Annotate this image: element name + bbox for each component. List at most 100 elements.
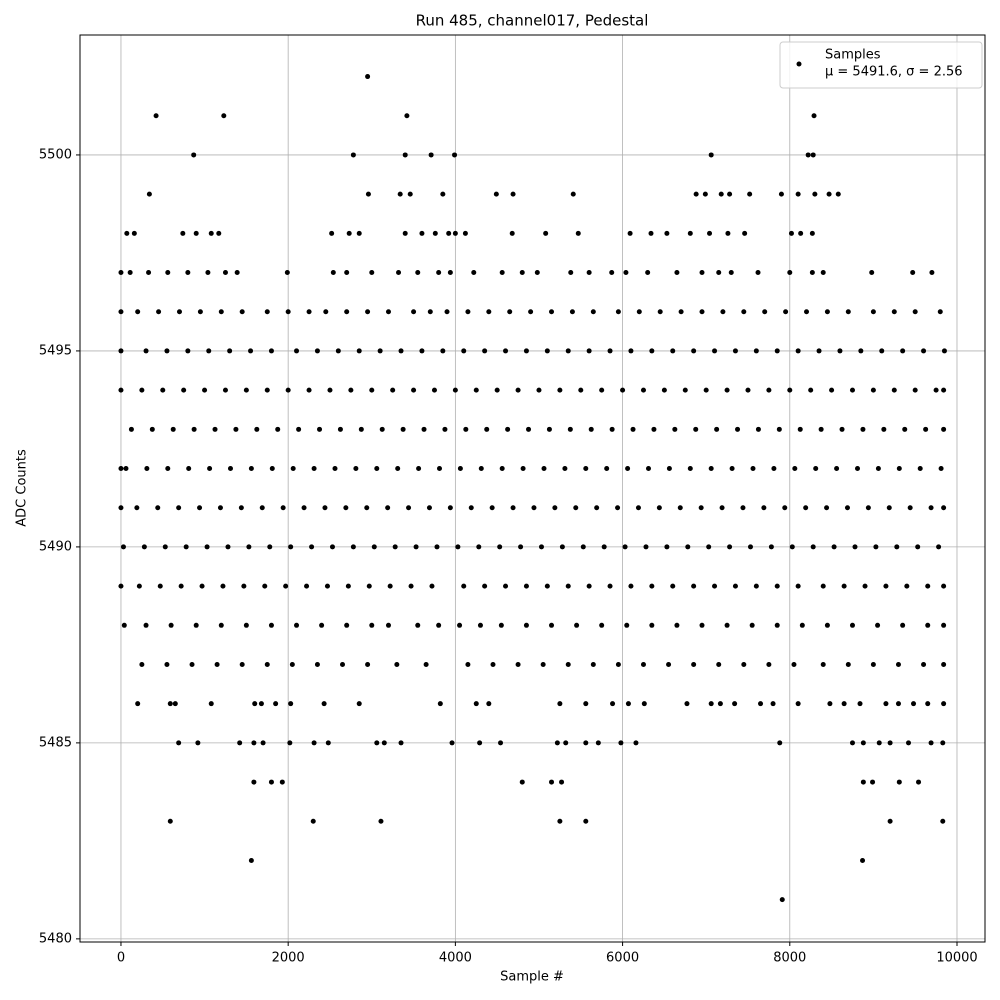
point — [289, 661, 295, 667]
point — [484, 426, 490, 432]
point — [698, 505, 704, 511]
point — [365, 74, 371, 80]
point — [703, 387, 709, 393]
point — [462, 230, 468, 236]
point — [427, 309, 433, 315]
point — [870, 387, 876, 393]
point — [609, 426, 615, 432]
point — [227, 466, 233, 472]
point — [287, 740, 293, 746]
point — [118, 466, 124, 472]
point — [691, 583, 697, 589]
point — [567, 426, 573, 432]
point — [290, 466, 296, 472]
point — [891, 309, 897, 315]
point — [254, 426, 260, 432]
point — [378, 818, 384, 824]
point — [141, 544, 147, 550]
point — [176, 309, 182, 315]
point — [648, 230, 654, 236]
point — [208, 230, 214, 236]
point — [941, 701, 947, 707]
point — [392, 544, 398, 550]
point — [314, 348, 320, 354]
point — [455, 544, 461, 550]
point — [505, 426, 511, 432]
point — [193, 230, 199, 236]
point — [536, 387, 542, 393]
point — [197, 309, 203, 315]
point — [356, 348, 362, 354]
point — [178, 583, 184, 589]
point — [285, 387, 291, 393]
point — [839, 426, 845, 432]
point — [607, 348, 613, 354]
point — [827, 701, 833, 707]
point — [165, 466, 171, 472]
point — [185, 348, 191, 354]
legend: Samples μ = 5491.6, σ = 2.56 — [779, 41, 983, 89]
point — [615, 309, 621, 315]
point — [411, 309, 417, 315]
point — [557, 387, 563, 393]
point — [641, 701, 647, 707]
point — [857, 701, 863, 707]
point — [493, 191, 499, 197]
point — [599, 622, 605, 628]
point — [406, 505, 412, 511]
point — [841, 701, 847, 707]
point — [718, 191, 724, 197]
point — [735, 426, 741, 432]
point — [636, 309, 642, 315]
point — [329, 544, 335, 550]
point — [674, 270, 680, 276]
point — [691, 348, 697, 354]
point — [426, 505, 432, 511]
point — [248, 466, 254, 472]
point — [586, 270, 592, 276]
point — [321, 701, 327, 707]
y-tick-label: 5480 — [39, 931, 72, 946]
point — [674, 622, 680, 628]
point — [398, 740, 404, 746]
point — [431, 387, 437, 393]
point — [777, 740, 783, 746]
point — [146, 191, 152, 197]
point — [912, 309, 918, 315]
point — [444, 309, 450, 315]
point — [314, 661, 320, 667]
point — [123, 466, 129, 472]
point — [594, 505, 600, 511]
y-tick-label: 5495 — [39, 343, 72, 358]
point — [906, 740, 912, 746]
point — [421, 426, 427, 432]
point — [279, 779, 285, 785]
point — [134, 505, 140, 511]
point — [623, 270, 629, 276]
point — [820, 270, 826, 276]
point — [635, 505, 641, 511]
point — [860, 857, 866, 863]
point — [714, 426, 720, 432]
point — [925, 701, 931, 707]
point — [465, 661, 471, 667]
point — [385, 622, 391, 628]
point — [875, 466, 881, 472]
point — [544, 348, 550, 354]
point — [280, 505, 286, 511]
point — [849, 622, 855, 628]
point — [135, 701, 141, 707]
point — [135, 309, 141, 315]
point — [565, 348, 571, 354]
point — [473, 387, 479, 393]
point — [311, 466, 317, 472]
point — [268, 348, 274, 354]
point — [387, 583, 393, 589]
x-tick-label: 10000 — [936, 951, 977, 966]
point — [118, 270, 124, 276]
point — [121, 622, 127, 628]
point — [471, 270, 477, 276]
point — [887, 818, 893, 824]
grid-layer — [80, 35, 985, 942]
